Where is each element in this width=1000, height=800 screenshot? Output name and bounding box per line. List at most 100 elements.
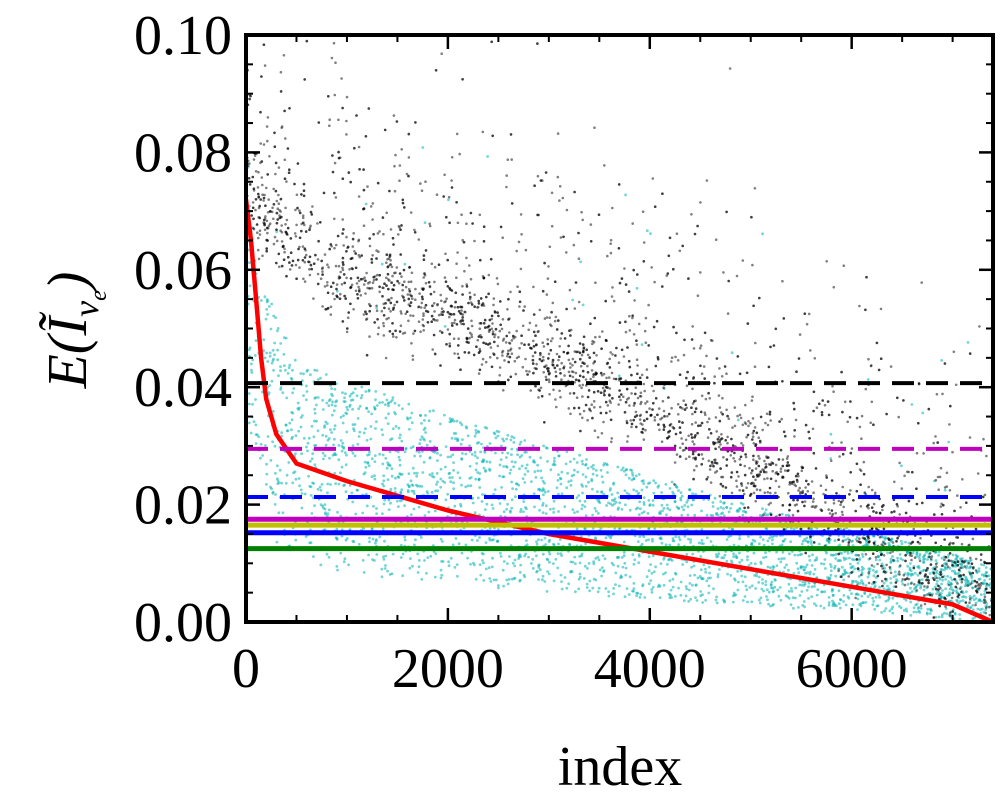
data-point-cyan — [833, 564, 837, 568]
data-point-cyan — [474, 468, 478, 472]
data-point-cyan — [316, 378, 320, 381]
data-point-cyan — [581, 473, 585, 476]
data-point-black — [455, 276, 458, 280]
data-point-cyan — [506, 433, 510, 437]
data-point-cyan — [679, 593, 683, 597]
data-point-cyan — [351, 423, 355, 426]
data-point-cyan — [305, 398, 308, 402]
data-point-cyan — [785, 563, 788, 567]
data-point-cyan — [309, 485, 313, 489]
data-point-cyan — [919, 584, 923, 588]
data-point-cyan — [399, 490, 403, 494]
data-point-cyan — [709, 513, 713, 517]
data-point-cyan — [668, 487, 672, 490]
data-point-black — [815, 406, 819, 410]
data-point-cyan — [539, 469, 543, 473]
data-point-black — [885, 563, 888, 567]
data-point-cyan — [779, 598, 783, 602]
data-point-black — [531, 354, 535, 358]
data-point-cyan — [406, 490, 410, 494]
data-point-cyan — [348, 394, 352, 398]
data-point-cyan — [511, 487, 514, 490]
data-point-cyan — [753, 539, 757, 543]
data-point-cyan — [583, 500, 587, 503]
data-point-cyan — [616, 465, 620, 469]
data-point-cyan — [468, 464, 472, 468]
data-point-black — [923, 585, 926, 588]
data-point-cyan — [741, 513, 745, 517]
data-point-cyan — [939, 568, 943, 571]
data-point-cyan — [279, 369, 282, 373]
data-point-black — [565, 251, 568, 254]
data-point-black — [440, 52, 444, 55]
data-point-cyan — [594, 536, 597, 540]
data-point-black — [508, 341, 511, 345]
data-point-cyan — [714, 598, 718, 602]
data-point-black — [708, 468, 712, 471]
data-point-black — [765, 470, 768, 474]
data-point-cyan — [578, 555, 582, 558]
data-point-cyan — [365, 406, 369, 410]
data-point-cyan — [479, 450, 482, 454]
data-point-cyan — [456, 437, 459, 440]
data-point-cyan — [569, 560, 573, 564]
data-point-cyan — [501, 437, 505, 441]
data-point-black — [480, 363, 484, 366]
data-point-cyan — [642, 482, 646, 485]
data-point-black — [461, 313, 465, 316]
data-point-black — [496, 282, 500, 286]
data-point-cyan — [436, 489, 440, 493]
data-point-cyan — [519, 507, 523, 511]
data-point-cyan — [407, 472, 411, 475]
data-point-black — [548, 245, 552, 249]
data-point-cyan — [326, 491, 329, 495]
data-point-black — [737, 475, 740, 478]
data-point-cyan — [434, 552, 438, 556]
data-point-cyan — [436, 451, 439, 455]
data-point-cyan — [334, 482, 337, 485]
data-point-cyan — [607, 594, 611, 598]
data-point-black — [348, 268, 351, 271]
data-point-cyan — [793, 553, 797, 557]
data-point-cyan — [447, 564, 451, 568]
data-point-cyan — [466, 556, 469, 560]
data-point-cyan — [505, 437, 508, 441]
data-point-cyan — [408, 427, 411, 431]
data-point-cyan — [866, 575, 870, 579]
data-point-cyan — [367, 464, 371, 468]
data-point-cyan — [900, 464, 903, 468]
data-point-cyan — [318, 485, 322, 489]
data-point-cyan — [538, 508, 541, 512]
data-point-cyan — [383, 403, 387, 406]
data-point-cyan — [398, 458, 402, 462]
data-point-cyan — [649, 563, 652, 566]
data-point-black — [476, 338, 480, 342]
data-point-cyan — [956, 555, 960, 558]
data-point-cyan — [912, 606, 916, 610]
data-point-cyan — [804, 539, 808, 543]
data-point-cyan — [333, 471, 337, 475]
data-point-cyan — [523, 575, 527, 579]
data-point-black — [889, 571, 893, 575]
data-point-cyan — [309, 541, 313, 545]
data-point-cyan — [693, 573, 696, 577]
data-point-cyan — [369, 437, 373, 441]
data-point-cyan — [664, 571, 667, 575]
data-point-black — [822, 492, 825, 496]
data-point-cyan — [684, 585, 688, 588]
data-point-black — [754, 499, 757, 503]
data-point-black — [493, 333, 497, 336]
data-point-black — [525, 369, 528, 373]
data-point-black — [382, 324, 386, 328]
data-point-cyan — [411, 445, 415, 449]
data-point-cyan — [247, 261, 251, 264]
data-point-cyan — [303, 492, 307, 496]
data-point-cyan — [313, 504, 316, 507]
data-point-cyan — [468, 444, 471, 448]
data-point-cyan — [704, 567, 707, 571]
data-point-cyan — [375, 306, 378, 310]
data-point-cyan — [646, 512, 650, 515]
data-point-black — [717, 445, 721, 449]
data-point-cyan — [612, 563, 615, 567]
data-point-cyan — [829, 573, 833, 577]
